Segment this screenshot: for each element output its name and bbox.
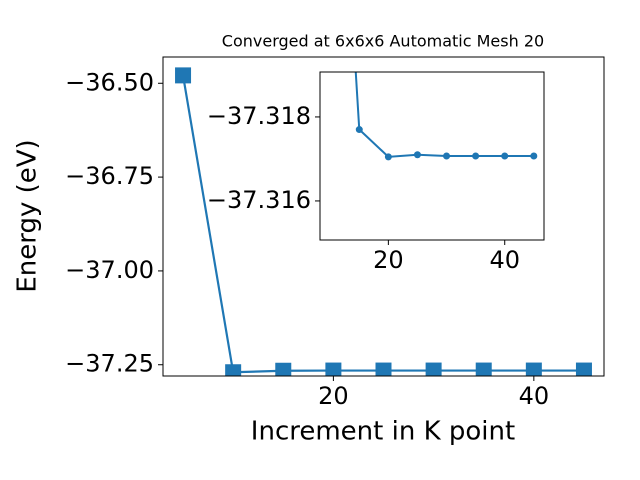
marker xyxy=(175,67,192,84)
marker xyxy=(472,152,480,160)
marker xyxy=(384,153,392,161)
axes-frame xyxy=(162,56,605,377)
marker xyxy=(413,151,421,159)
marker xyxy=(355,126,363,134)
y-tick-label: −36.75 xyxy=(65,162,154,190)
x-tick-label: 40 xyxy=(489,246,520,274)
y-tick-label: −37.25 xyxy=(65,350,154,378)
y-tick-label: −37.316 xyxy=(207,186,311,214)
y-tick-label: −37.00 xyxy=(65,256,154,284)
plot-area xyxy=(354,72,538,161)
data-line xyxy=(354,72,534,158)
marker xyxy=(525,362,542,376)
y-axis-label: Energy (eV) xyxy=(13,139,43,292)
marker xyxy=(325,362,342,376)
marker xyxy=(575,362,592,376)
marker xyxy=(425,362,442,376)
marker xyxy=(225,364,242,376)
marker xyxy=(375,362,392,376)
y-tick-label: −37.318 xyxy=(207,102,311,130)
marker xyxy=(275,362,292,376)
marker xyxy=(475,362,492,376)
x-tick-label: 20 xyxy=(373,246,404,274)
x-tick-label: 40 xyxy=(519,382,550,410)
marker xyxy=(501,152,509,160)
axes-frame xyxy=(319,71,545,241)
x-tick-label: 20 xyxy=(318,382,349,410)
chart-title: Converged at 6x6x6 Automatic Mesh 20 xyxy=(222,32,544,51)
x-axis-label: Increment in K point xyxy=(251,417,515,447)
marker xyxy=(443,152,451,160)
plot-area xyxy=(175,67,592,376)
y-tick-label: −36.50 xyxy=(65,68,154,96)
marker xyxy=(530,152,538,160)
